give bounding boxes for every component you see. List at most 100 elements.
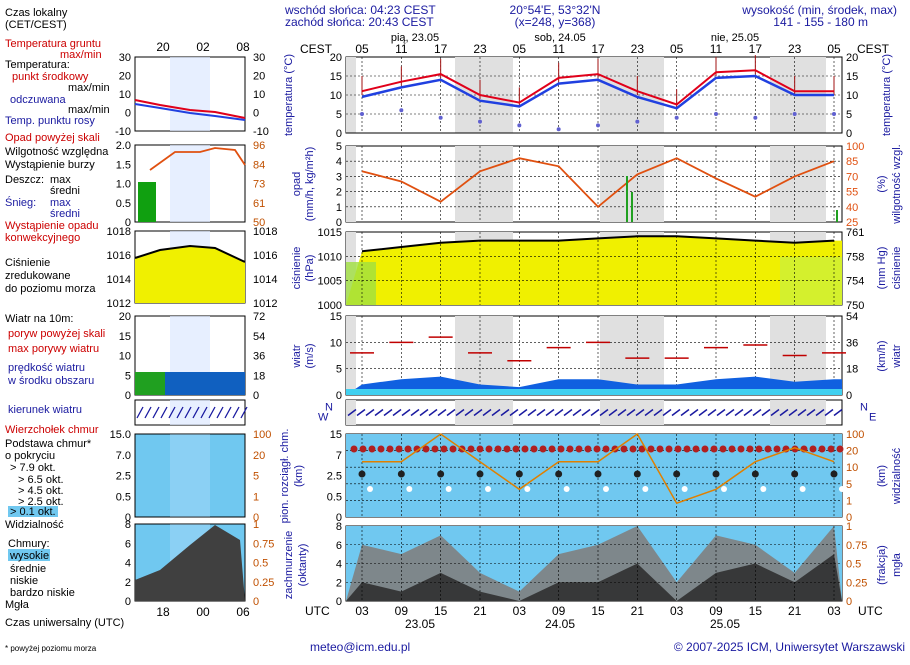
footer-copyright: © 2007-2025 ICM, Uniwersytet Warszawski [674, 640, 905, 654]
legend-y2-tick: 100 [253, 429, 271, 441]
ylabel-hum-unit: (%) [876, 175, 888, 192]
wind-dir-arrow [707, 408, 717, 417]
y-tick-label: 6 [336, 540, 342, 552]
cloud-top-dot [440, 445, 448, 453]
dew-point-dot [438, 115, 443, 120]
legend-okt1: > 7.9 okt. [10, 462, 56, 474]
legend-wind-chart: 20 15 10 5 0 72 54 36 18 0 [119, 311, 266, 402]
wind-dir-n: N [325, 402, 333, 414]
legend-precip-above: Opad powyżej skali [5, 132, 100, 144]
legend-soil-temp: Temperatura gruntu [5, 38, 101, 50]
legend-pressure2: zredukowane [5, 270, 70, 282]
legend-y-tick: 30 [119, 52, 131, 64]
legend-fog: Mgła [5, 599, 30, 611]
y-tick-label: 1 [846, 521, 852, 533]
cloud-top-dot [539, 445, 547, 453]
dew-point-dot [714, 112, 718, 116]
y-tick-label: 5 [846, 479, 852, 491]
wind-dir-arrow [743, 408, 753, 417]
utc-hour-tick: 03 [513, 604, 527, 618]
wind-dir-arrow [419, 408, 429, 417]
wind-dir-arrow [815, 408, 825, 417]
coords-text: 20°54'E, 53°32'N [510, 3, 601, 17]
y-tick-label: 4 [336, 156, 342, 168]
dew-point-dot [360, 112, 364, 116]
legend-pressure-chart: 1018 1016 1014 1012 1018 1016 1014 1012 [107, 226, 278, 310]
legend-y-tick: 0 [125, 108, 131, 120]
cloud-top-dot [584, 445, 592, 453]
legend-y2-tick: 84 [253, 159, 265, 171]
legend-wind-speed: prędkość wiatru [8, 362, 85, 374]
cloud-base-dot-light [485, 486, 491, 492]
cloud-top-dot [836, 445, 844, 453]
y-tick-label: 10 [846, 462, 858, 474]
y-tick-label: 2 [336, 187, 342, 199]
legend-felt-maxmin: max/min [68, 104, 110, 116]
ylabel-mmhg: ciśnienie [891, 247, 903, 290]
cloud-base-dot-light [603, 486, 609, 492]
y-tick-label: 20 [846, 446, 858, 458]
y-tick-label: 2.5 [327, 471, 342, 483]
legend-cloud-base: Podstawa chmur* [5, 438, 92, 450]
y-tick-label: 10 [330, 337, 342, 349]
dew-point-dot [478, 119, 482, 124]
legend-y-tick: 0 [125, 596, 131, 608]
y-tick-label: 1000 [318, 300, 342, 312]
wind-dir-arrow [572, 408, 582, 417]
legend-y-tick: 1.0 [116, 179, 131, 191]
y-tick-label: 55 [846, 187, 858, 199]
dew-point-dot [635, 119, 640, 124]
cloud-top-dot [404, 445, 412, 453]
wind-dir-w: W [318, 412, 329, 424]
y-tick-label: 0.75 [846, 540, 867, 552]
legend-y2-tick: 1018 [253, 226, 277, 238]
wind-dir-arrow [779, 408, 789, 417]
wind-dir-arrow [671, 408, 681, 417]
wind-dir-arrow [716, 408, 726, 417]
wind-dir-arrow [554, 408, 564, 417]
legend-y-tick: 10 [119, 351, 131, 363]
y-tick-label: 85 [846, 156, 858, 168]
y-tick-label: 2 [336, 577, 342, 589]
wind-dir-arrow [563, 408, 573, 417]
cloud-top-dot [755, 445, 763, 453]
legend-humidity-line [149, 147, 246, 171]
legend-okt5: > 0.1 okt. [10, 506, 56, 518]
footer-email[interactable]: meteo@icm.edu.pl [310, 640, 410, 654]
y-tick-label: 15 [846, 71, 858, 83]
cest-label-left: CEST [300, 42, 333, 56]
wind-dir-arrow [626, 408, 636, 417]
legend-utc-time: Czas uniwersalny (UTC) [5, 617, 124, 629]
y-tick-label: 8 [336, 521, 342, 533]
legend-wind-arrow [136, 406, 144, 419]
wind-dir-arrow [347, 408, 357, 417]
wind-dir-arrow [824, 408, 834, 417]
local-hour-tick: 05 [513, 42, 527, 56]
visibility-line [362, 432, 835, 505]
ylabel-pressure-unit: (hPa) [304, 255, 316, 282]
legend-cloud-top: Wierzchołek chmur [5, 424, 99, 436]
legend-pressure: Ciśnienie [5, 257, 50, 269]
y-tick-label: 3 [336, 171, 342, 183]
y-tick-label: 0.5 [846, 559, 861, 571]
wind-dir-arrow [491, 408, 501, 417]
cloud-top-dot [620, 445, 628, 453]
cloud-top-dot [386, 445, 394, 453]
wind-dir-arrow [410, 408, 420, 417]
legend-y2-tick: 50 [253, 217, 265, 229]
dew-point-dot [517, 123, 522, 128]
local-hour-tick: 11 [710, 42, 723, 56]
wind-dir-arrow [581, 408, 591, 417]
legend-okt4: > 2.5 okt. [18, 496, 64, 508]
wind-dir-arrow [446, 408, 456, 417]
legend-wind-arrow [200, 406, 208, 419]
panel-pressure: 1000 1005 1010 1015 750 754 758 761 [318, 227, 865, 312]
legend-clouds: Chmury: [8, 538, 50, 550]
legend-y2-tick: -10 [253, 126, 269, 138]
y-tick-label: 70 [846, 171, 858, 183]
wind-dir-arrow [797, 408, 807, 417]
cloud-base-dot-light [524, 486, 531, 492]
cloud-top-dot [656, 445, 664, 453]
legend-y2-tick: 30 [253, 52, 265, 64]
